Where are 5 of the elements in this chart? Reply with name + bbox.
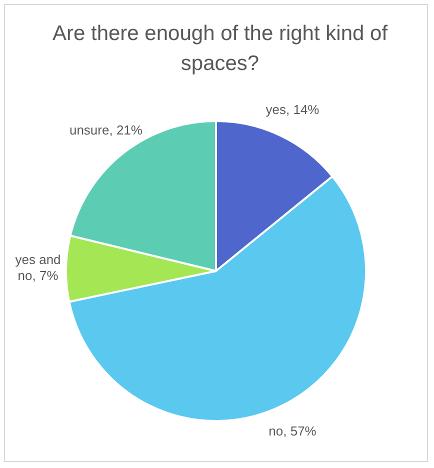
chart-title: Are there enough of the right kind of spaces?	[51, 21, 389, 77]
slice-label: unsure, 21%	[69, 122, 143, 138]
slice-label: yes, 14%	[266, 102, 320, 117]
slice-label: yes and no, 7%	[15, 252, 61, 283]
slice-label: no, 57%	[268, 423, 317, 438]
